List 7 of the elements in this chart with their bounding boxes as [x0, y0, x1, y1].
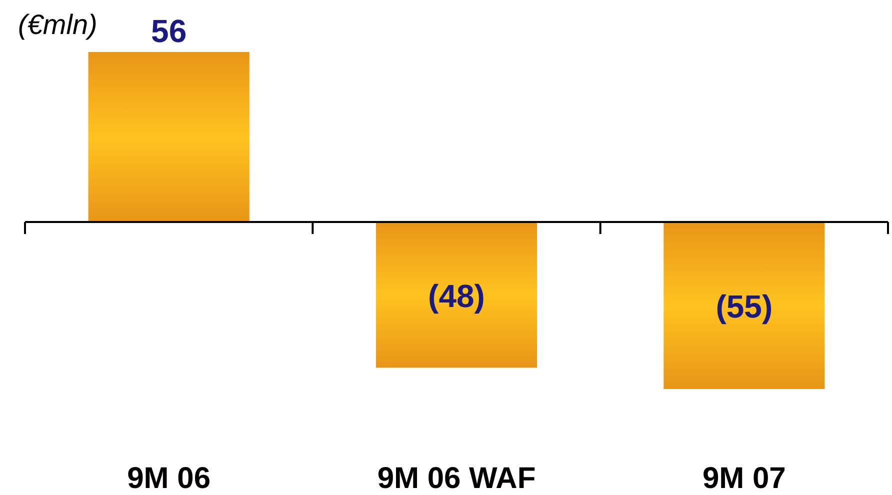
x-tick-label: 9M 06 WAF	[377, 462, 536, 495]
data-label: 56	[151, 13, 187, 49]
y-axis-title: (€mln)	[18, 9, 98, 40]
data-label: (55)	[716, 288, 773, 325]
data-label: (48)	[428, 278, 485, 314]
x-tick-label: 9M 07	[702, 462, 786, 495]
x-tick-label: 9M 06	[127, 462, 211, 495]
